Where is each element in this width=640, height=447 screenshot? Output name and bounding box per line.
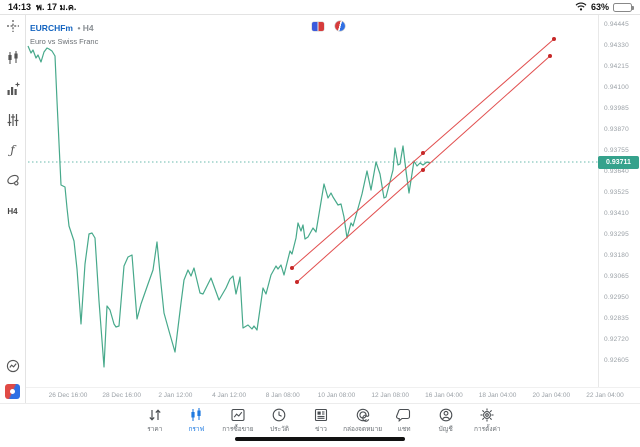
nav-history-label: ประวัติ xyxy=(269,426,289,433)
shapes-button[interactable] xyxy=(4,171,22,189)
nav-quotes-label: ราคา xyxy=(147,426,163,433)
time-axis-label: 8 Jan 08:00 xyxy=(265,392,300,399)
nav-settings-label: การตั้งค่า xyxy=(474,426,501,433)
time-axis-label: 20 Jan 04:00 xyxy=(532,392,571,399)
nav-history[interactable]: ประวัติ xyxy=(259,407,301,447)
price-axis-label: 0.94100 xyxy=(604,84,629,91)
price-chart[interactable] xyxy=(26,15,598,387)
bar-chart-icon xyxy=(7,82,19,95)
nav-mailbox[interactable]: กล่องจดหมาย xyxy=(342,407,384,447)
current-price-tag: 0.93711 xyxy=(598,156,639,169)
quotes-icon xyxy=(149,409,161,421)
metatrader-logo-icon[interactable] xyxy=(5,384,20,399)
symbol-description: Euro vs Swiss Franc xyxy=(30,37,99,46)
sliders-icon xyxy=(7,114,18,126)
ellipse-shape-icon xyxy=(6,174,19,186)
symbol-label[interactable]: EURCHFm xyxy=(30,23,73,33)
time-axis-label: 4 Jan 12:00 xyxy=(212,392,247,399)
chart-type-button[interactable] xyxy=(4,49,22,67)
time-axis-label: 16 Jan 04:00 xyxy=(425,392,463,399)
account-icon xyxy=(439,408,453,422)
crosshair-tool-button[interactable] xyxy=(4,17,22,35)
price-axis-label: 0.93065 xyxy=(604,273,629,280)
time-axis-label: 2 Jan 12:00 xyxy=(158,392,193,399)
price-axis-label: 0.93985 xyxy=(604,105,629,112)
eur-flag-icon[interactable] xyxy=(312,21,324,31)
time-axis-label: 22 Jan 04:00 xyxy=(586,392,624,399)
timeframe-suffix: • H4 xyxy=(77,23,94,33)
chart-header: EURCHFm • H4 Euro vs Swiss Franc xyxy=(30,17,98,46)
status-date: พ. 17 ม.ค. xyxy=(36,2,77,12)
candlestick-icon xyxy=(7,51,18,64)
price-axis[interactable]: 0.94445 0.94330 0.94215 0.94100 0.93985 0.938… xyxy=(598,15,640,387)
price-axis-label: 0.94215 xyxy=(604,63,629,70)
status-time: 14:13 xyxy=(8,2,32,12)
nav-chat-label: แชท xyxy=(397,426,411,433)
price-axis-label: 0.93295 xyxy=(604,231,629,238)
price-axis-label: 0.94330 xyxy=(604,42,629,49)
nav-mailbox-label: กล่องจดหมาย xyxy=(343,426,383,433)
timeframe-label: H4 xyxy=(7,206,18,216)
status-bar: 14:13 พ. 17 ม.ค. 63% xyxy=(0,0,640,14)
price-axis-label: 0.93410 xyxy=(604,210,629,217)
nav-trade-label: การซื้อขาย xyxy=(222,426,254,433)
price-axis-label: 0.93640 xyxy=(604,168,629,175)
nav-trade[interactable]: การซื้อขาย xyxy=(217,407,259,447)
session-clock-icon xyxy=(6,359,20,373)
price-axis-label: 0.94445 xyxy=(604,21,629,28)
nav-chat[interactable]: แชท xyxy=(383,407,425,447)
nav-chart[interactable]: กราฟ xyxy=(176,407,218,447)
price-axis-label: 0.93525 xyxy=(604,189,629,196)
time-axis-label: 12 Jan 08:00 xyxy=(371,392,409,399)
mailbox-icon xyxy=(356,408,369,422)
time-axis[interactable]: 26 Dec 16:00 28 Dec 16:00 2 Jan 12:00 4 Jan… xyxy=(26,387,640,403)
time-axis-label: 28 Dec 16:00 xyxy=(102,392,142,399)
chart-panel[interactable]: EURCHFm • H4 Euro vs Swiss Franc 0.94445… xyxy=(26,15,640,403)
function-icon: ƒ xyxy=(10,143,15,157)
trading-sessions-button[interactable] xyxy=(4,357,22,375)
settings-icon xyxy=(480,408,494,422)
objects-button[interactable] xyxy=(4,111,22,129)
battery-percent: 63% xyxy=(590,2,609,12)
chat-icon xyxy=(396,408,411,422)
indicators-button[interactable]: ƒ xyxy=(4,141,22,159)
nav-news[interactable]: ข่าว xyxy=(300,407,342,447)
time-axis-label: 24 Jan 04:00 xyxy=(628,392,640,399)
chart-toolbar: ƒ H4 xyxy=(0,15,26,403)
trade-icon xyxy=(231,408,245,422)
wifi-icon xyxy=(575,2,587,13)
price-axis-label: 0.92835 xyxy=(604,315,629,322)
nav-quotes[interactable]: ราคา xyxy=(134,407,176,447)
nav-settings[interactable]: การตั้งค่า xyxy=(467,407,509,447)
nav-account[interactable]: บัญชี xyxy=(425,407,467,447)
price-axis-label: 0.92950 xyxy=(604,294,629,301)
news-icon xyxy=(314,408,328,422)
nav-news-label: ข่าว xyxy=(315,426,327,433)
battery-icon xyxy=(613,2,634,12)
chart-icon xyxy=(191,408,201,421)
volumes-button[interactable] xyxy=(4,80,22,98)
time-axis-label: 18 Jan 04:00 xyxy=(478,392,517,399)
timeframe-button[interactable]: H4 xyxy=(4,202,22,220)
price-axis-label: 0.93755 xyxy=(604,147,629,154)
calendar-event-flags xyxy=(312,21,345,31)
time-axis-label: 10 Jan 08:00 xyxy=(317,392,356,399)
price-axis-label: 0.93870 xyxy=(604,126,629,133)
main-area: ƒ H4 EURCHFm • H4 Euro vs Swiss Franc 0.… xyxy=(0,14,640,403)
chf-flag-icon[interactable] xyxy=(335,21,345,31)
time-axis-label: 26 Dec 16:00 xyxy=(48,392,88,399)
history-icon xyxy=(273,408,286,422)
price-axis-label: 0.92720 xyxy=(604,336,629,343)
price-axis-label: 0.92605 xyxy=(604,357,629,364)
home-indicator[interactable] xyxy=(235,437,405,441)
nav-account-label: บัญชี xyxy=(438,426,453,433)
price-axis-label: 0.93180 xyxy=(604,252,629,259)
nav-chart-label: กราฟ xyxy=(188,426,205,433)
